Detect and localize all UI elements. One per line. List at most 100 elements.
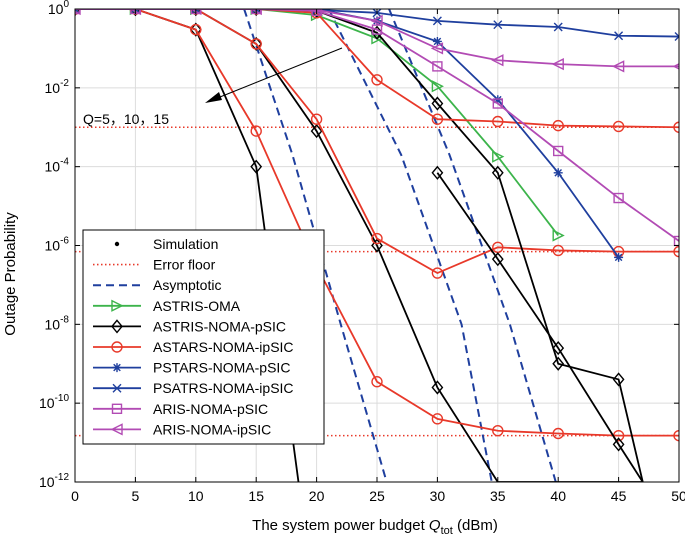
y-tick-label: 10-8	[45, 314, 70, 332]
data-marker	[552, 244, 564, 257]
asymptotic-line	[327, 8, 493, 483]
x-tick-label: 0	[71, 488, 79, 504]
legend-item: ASTARS-NOMA-ipSIC	[93, 339, 294, 355]
data-marker	[673, 121, 679, 133]
legend-item: Simulation	[114, 236, 218, 252]
data-marker	[431, 113, 444, 125]
data-marker	[612, 60, 625, 73]
data-marker	[431, 267, 444, 279]
data-marker	[111, 319, 123, 334]
data-marker	[250, 9, 263, 17]
legend-item: ASTRIS-NOMA-pSIC	[93, 318, 286, 334]
y-tick-label: 10-2	[45, 78, 70, 96]
series-lines	[75, 9, 679, 482]
legend-label: Asymptotic	[153, 277, 221, 293]
data-marker	[310, 123, 323, 139]
series-line	[75, 9, 679, 129]
legend-label: PSTARS-NOMA-pSIC	[153, 360, 290, 376]
data-marker	[110, 423, 123, 436]
annotation-text: Q=5，10，15	[83, 111, 169, 127]
data-marker	[250, 125, 262, 137]
data-marker	[493, 20, 503, 30]
x-tick-label: 30	[430, 488, 446, 504]
legend-label: Simulation	[153, 236, 218, 252]
legend: Simulation Error floor Asymptotic ASTRIS-OM…	[82, 229, 325, 445]
legend-dot	[114, 241, 120, 247]
x-tick-label: 15	[248, 488, 264, 504]
data-marker	[613, 192, 624, 204]
legend-item: ARIS-NOMA-pSIC	[93, 401, 268, 417]
legend-item: Asymptotic	[93, 277, 221, 293]
data-marker	[612, 372, 625, 387]
data-marker	[553, 145, 564, 157]
data-marker	[431, 380, 444, 395]
y-tick-label: 10-6	[45, 236, 70, 254]
data-marker	[491, 54, 504, 67]
legend-item: ASTRIS-OMA	[93, 298, 241, 314]
data-marker	[492, 115, 504, 128]
legend-item: Error floor	[93, 257, 216, 273]
data-marker	[491, 165, 504, 180]
y-tick-label: 10-12	[39, 472, 69, 490]
data-marker	[250, 159, 263, 174]
x-tick-label: 10	[188, 488, 204, 504]
data-marker	[492, 150, 505, 163]
tick-labels: 0 5 10 15 20 25 30 35 40 45 50 100 10-2 10-4 10-6 10-8 1…	[39, 0, 685, 504]
x-tick-label: 40	[550, 488, 566, 504]
data-marker	[191, 9, 201, 14]
x-tick-label: 50	[671, 488, 685, 504]
data-marker	[673, 245, 679, 258]
series-line	[75, 9, 643, 482]
data-marker	[189, 9, 202, 17]
data-marker	[431, 413, 444, 425]
data-marker	[130, 9, 140, 14]
legend-label: ARIS-NOMA-pSIC	[153, 401, 268, 417]
series-line	[75, 9, 679, 242]
data-marker	[251, 9, 261, 14]
data-marker	[431, 96, 444, 111]
x-tick-label: 20	[309, 488, 325, 504]
legend-label: ASTRIS-NOMA-pSIC	[153, 318, 286, 334]
y-axis-label: Outage Probability	[2, 212, 19, 336]
data-marker	[371, 74, 383, 86]
data-marker	[552, 119, 564, 132]
data-marker	[553, 168, 563, 178]
legend-item: ARIS-NOMA-ipSIC	[93, 421, 271, 437]
annotation-arrowhead	[205, 92, 222, 103]
data-marker	[371, 232, 383, 245]
x-tick-label: 5	[132, 488, 140, 504]
legend-label: ASTARS-NOMA-ipSIC	[153, 339, 294, 355]
series-line	[75, 9, 679, 68]
data-marker	[111, 403, 123, 414]
legend-label: ASTRIS-OMA	[153, 298, 241, 314]
data-marker	[310, 113, 323, 125]
data-marker	[614, 252, 624, 262]
series-line	[75, 9, 644, 482]
data-marker	[371, 238, 383, 253]
data-marker	[492, 98, 503, 109]
data-marker	[674, 32, 679, 42]
data-marker	[552, 340, 565, 356]
data-marker	[371, 32, 384, 45]
data-marker	[673, 235, 679, 247]
series-line	[75, 9, 679, 275]
data-marker	[432, 36, 442, 46]
y-tick-label: 10-10	[39, 393, 69, 411]
data-marker	[553, 22, 563, 32]
legend-item: PSTARS-NOMA-pSIC	[93, 360, 290, 376]
y-tick-label: 100	[48, 0, 70, 17]
legend-label: PSATRS-NOMA-ipSIC	[153, 380, 294, 396]
x-tick-label: 35	[490, 488, 506, 504]
data-marker	[129, 9, 142, 17]
data-marker	[431, 80, 444, 93]
plot-frame	[74, 8, 680, 483]
series-line	[436, 172, 644, 482]
data-marker	[112, 363, 122, 373]
data-marker	[250, 38, 262, 50]
data-marker	[552, 427, 564, 440]
data-marker	[552, 229, 565, 242]
series-group	[75, 9, 644, 482]
data-marker	[112, 383, 122, 393]
data-marker	[612, 120, 625, 133]
